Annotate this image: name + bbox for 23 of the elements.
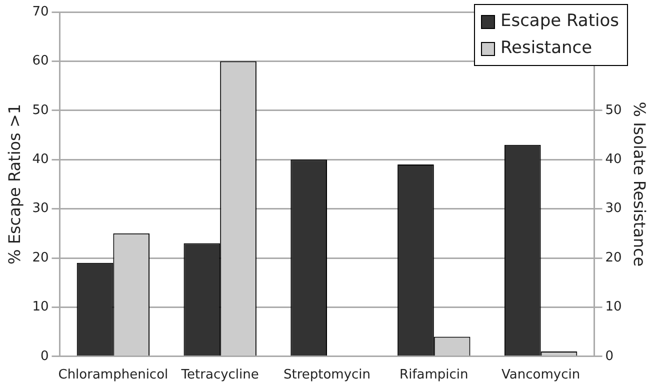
y-tick-label: 60 <box>32 54 49 69</box>
y2-tick-label: 10 <box>605 300 622 315</box>
y-tick-label: 70 <box>32 4 49 20</box>
x-tick-label: Vancomycin <box>502 368 580 383</box>
y2-tick-label: 40 <box>605 152 622 167</box>
x-tick-label: Tetracycline <box>180 368 259 383</box>
y-tick-label: 30 <box>32 201 49 216</box>
y-tick-label: 0 <box>40 348 49 364</box>
legend-label: Resistance <box>500 37 592 60</box>
y2-tick-label: 0 <box>605 348 614 364</box>
y2-tick-label: 20 <box>605 250 622 266</box>
y2-axis-title: % Isolate Resistance <box>630 102 650 267</box>
y2-tick-label: 30 <box>605 201 622 216</box>
x-tick-label: Rifampicin <box>400 368 468 383</box>
legend-label: Escape Ratios <box>500 10 619 33</box>
y-tick-label: 20 <box>32 250 49 266</box>
y-axis-title: % Escape Ratios >1 <box>4 104 24 264</box>
y-tick-label: 10 <box>32 300 49 315</box>
x-tick-label: Chloramphenicol <box>58 368 168 383</box>
y-tick-label: 50 <box>32 102 49 118</box>
y-tick-label: 40 <box>32 152 49 167</box>
y2-tick-label: 50 <box>605 102 622 118</box>
x-tick-label: Streptomycin <box>283 368 371 383</box>
